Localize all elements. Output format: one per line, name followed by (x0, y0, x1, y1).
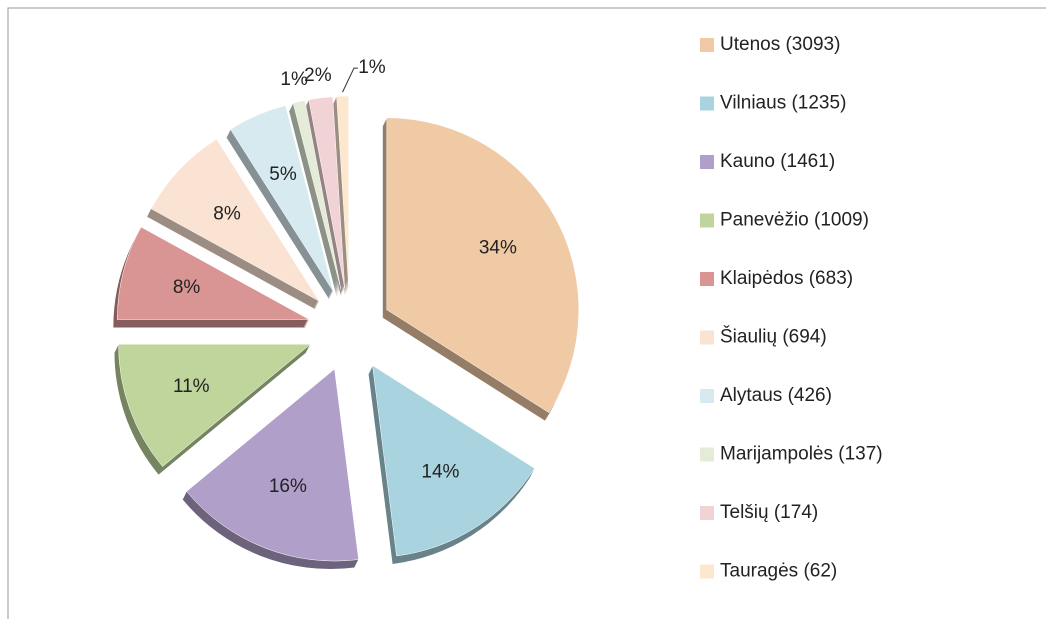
legend-label: Vilniaus (1235) (720, 93, 846, 114)
data-label: 2% (304, 65, 332, 86)
legend-label: Alytaus (426) (720, 385, 832, 406)
slice (117, 226, 310, 320)
legend-swatch (700, 506, 714, 520)
data-label: 11% (173, 376, 210, 397)
legend-swatch (700, 155, 714, 169)
data-label: 34% (479, 238, 517, 259)
legend-label: Utenos (3093) (720, 34, 840, 55)
slice (230, 105, 334, 292)
slice-depth (291, 103, 340, 293)
slice-depth (307, 99, 344, 292)
legend-label: Panevėžio (1009) (720, 210, 869, 231)
chart-frame (7, 7, 1046, 619)
slice (150, 138, 320, 302)
legend-swatch (700, 447, 714, 462)
legend-swatch (700, 38, 714, 52)
legend-label: Tauragės (62) (720, 561, 837, 582)
slice (292, 100, 342, 290)
legend-swatch (700, 330, 714, 345)
slice (372, 364, 535, 557)
data-label: 5% (269, 164, 297, 185)
data-label: 8% (173, 277, 201, 298)
slice-depth (306, 100, 343, 293)
data-label: 8% (213, 204, 241, 225)
slice-depth (292, 102, 340, 292)
slice (386, 117, 579, 413)
slice-depth (306, 101, 343, 294)
slice-depth (289, 108, 337, 298)
legend-label: Šiaulių (694) (720, 326, 827, 348)
data-label: 1% (358, 57, 386, 78)
data-label: 16% (269, 476, 307, 497)
slice (308, 96, 345, 289)
slice-depth (289, 107, 338, 297)
legend-label: Kauno (1461) (720, 151, 835, 172)
leader-line (342, 67, 358, 93)
slice-depth (308, 97, 345, 290)
legend-swatch (700, 96, 714, 111)
slice (336, 95, 349, 289)
slice-depth (290, 105, 339, 295)
legend-swatch (700, 213, 714, 228)
slice-depth (291, 104, 339, 294)
slice-depth (307, 98, 344, 291)
legend-swatch (700, 272, 714, 286)
legend-label: Telšių (174) (720, 502, 818, 523)
slice (186, 368, 359, 562)
slice (118, 343, 312, 467)
legend-swatch (700, 389, 714, 403)
legend-label: Marijampolės (137) (720, 444, 883, 465)
legend-swatch (700, 564, 714, 579)
legend-label: Klaipėdos (683) (720, 268, 853, 289)
data-label: 1% (280, 69, 308, 90)
data-label: 14% (421, 461, 459, 482)
slice-depth (290, 106, 338, 296)
